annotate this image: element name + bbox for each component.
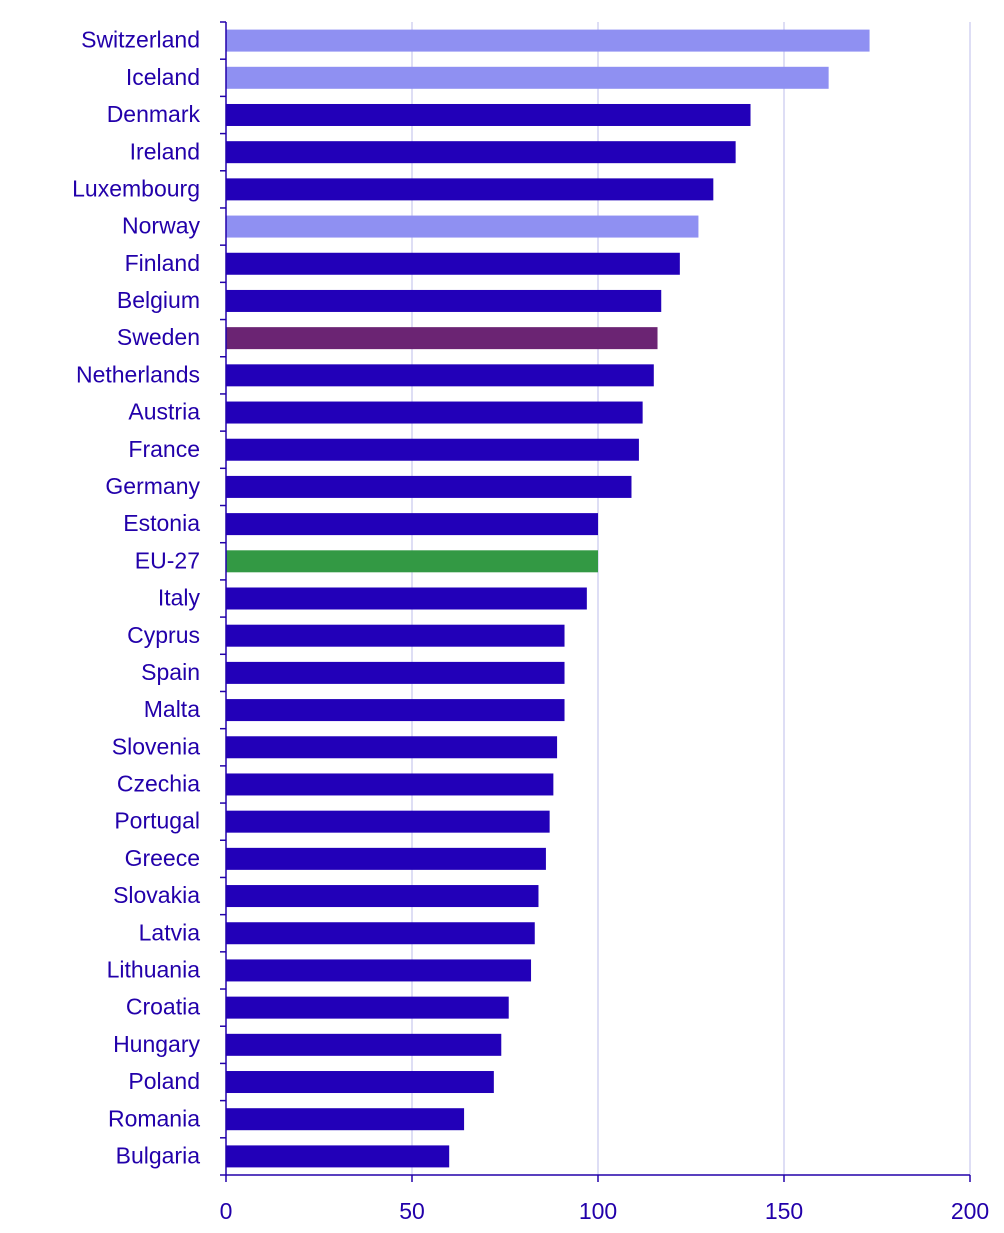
category-label: Netherlands (76, 361, 200, 387)
category-label: Romania (108, 1105, 200, 1131)
category-label: Denmark (107, 101, 201, 127)
category-label: Latvia (139, 919, 201, 945)
bars (226, 29, 870, 1168)
category-label: Finland (125, 250, 200, 276)
bar-poland (226, 1071, 494, 1094)
category-label: Hungary (113, 1031, 200, 1057)
category-label: Portugal (114, 808, 200, 834)
category-label: Sweden (117, 324, 200, 350)
bar-portugal (226, 810, 550, 833)
category-labels: Switzerland Iceland Denmark Ireland Luxembou… (72, 27, 200, 1169)
category-label: Iceland (126, 64, 200, 90)
category-label: Belgium (117, 287, 200, 313)
bar-romania (226, 1108, 465, 1131)
category-label: Slovakia (113, 882, 200, 908)
axes (220, 21, 971, 1182)
bar-denmark (226, 103, 751, 126)
bar-malta (226, 699, 565, 722)
category-label: Lithuania (107, 957, 201, 983)
category-label: Greece (125, 845, 200, 871)
category-label: Bulgaria (116, 1142, 201, 1168)
bar-latvia (226, 922, 535, 945)
bar-lithuania (226, 959, 532, 982)
category-label: Spain (141, 659, 200, 685)
bar-finland (226, 252, 680, 275)
bar-spain (226, 661, 565, 684)
bar-cyprus (226, 624, 565, 647)
x-tick-label: 0 (220, 1198, 233, 1224)
bar-ireland (226, 141, 736, 164)
category-label: Poland (128, 1068, 200, 1094)
category-label: Germany (105, 473, 200, 499)
bar-hungary (226, 1033, 502, 1056)
bar-austria (226, 401, 643, 424)
bar-estonia (226, 513, 598, 536)
x-tick-label: 100 (579, 1198, 617, 1224)
bar-france (226, 438, 639, 461)
bar-netherlands (226, 364, 654, 387)
bar-eu-27 (226, 550, 598, 573)
category-label: Italy (158, 585, 201, 611)
bar-germany (226, 475, 632, 498)
x-tick-label: 150 (765, 1198, 803, 1224)
category-label: Estonia (123, 510, 200, 536)
bar-czechia (226, 773, 554, 796)
category-label: Luxembourg (72, 175, 200, 201)
category-label: Austria (128, 399, 200, 425)
x-tick-label: 50 (399, 1198, 425, 1224)
bar-norway (226, 215, 699, 238)
category-label: Ireland (130, 138, 200, 164)
bar-slovakia (226, 885, 539, 908)
category-label: Malta (144, 696, 200, 722)
x-tick-label: 200 (951, 1198, 989, 1224)
bar-croatia (226, 996, 509, 1019)
bar-bulgaria (226, 1145, 450, 1168)
category-label: Croatia (126, 994, 200, 1020)
category-label: France (128, 436, 200, 462)
category-label: Slovenia (112, 733, 200, 759)
bar-sweden (226, 327, 658, 350)
category-label: Cyprus (127, 622, 200, 648)
category-label: Czechia (117, 771, 200, 797)
category-label: EU-27 (135, 547, 200, 573)
bar-belgium (226, 289, 662, 312)
bar-iceland (226, 66, 829, 89)
bar-greece (226, 847, 546, 870)
bar-slovenia (226, 736, 558, 759)
category-label: Switzerland (81, 27, 200, 53)
bar-switzerland (226, 29, 870, 52)
category-label: Norway (122, 213, 200, 239)
bar-italy (226, 587, 587, 610)
bar-luxembourg (226, 178, 714, 201)
x-tick-labels: 0 50 100 150 200 (220, 1198, 990, 1224)
